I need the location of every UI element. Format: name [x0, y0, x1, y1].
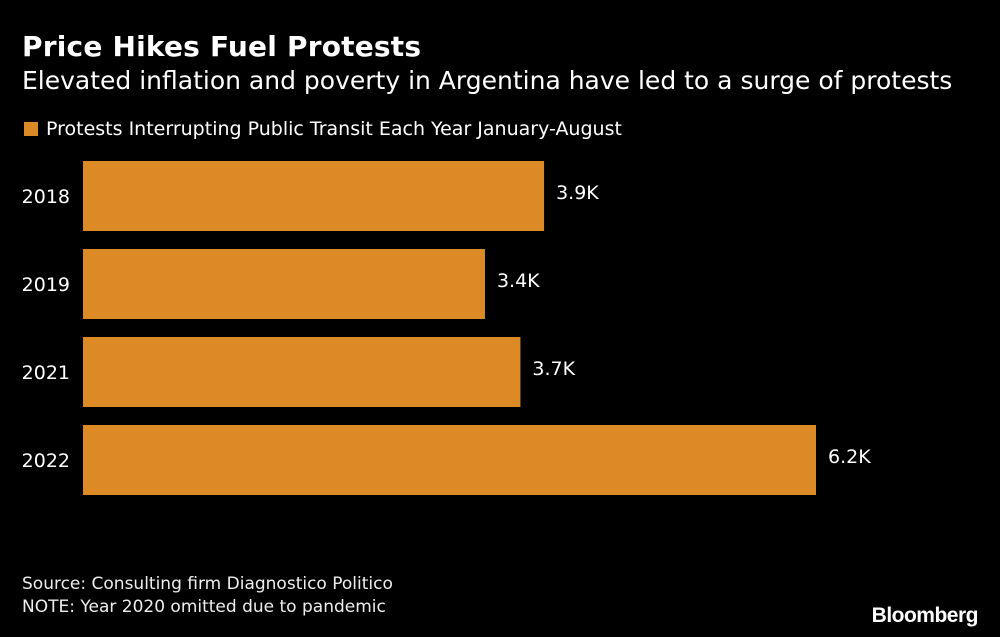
category-label: 2022: [22, 450, 70, 472]
category-label: 2021: [22, 362, 70, 384]
bar-2018: [83, 161, 545, 231]
bloomberg-logo: Bloomberg: [871, 604, 979, 627]
chart-title: Price Hikes Fuel Protests: [22, 30, 422, 63]
data-label: 3.4K: [497, 270, 540, 292]
bar-2021: [83, 337, 521, 407]
data-label: 3.7K: [532, 358, 575, 380]
legend-swatch: [24, 122, 38, 136]
bar-2022: [83, 425, 816, 495]
data-label: 6.2K: [828, 446, 871, 468]
category-label: 2019: [22, 274, 70, 296]
legend: Protests Interrupting Public Transit Eac…: [24, 118, 622, 140]
source-note: Source: Consulting firm Diagnostico Poli…: [22, 574, 393, 594]
footnote: NOTE: Year 2020 omitted due to pandemic: [22, 597, 386, 617]
data-label: 3.9K: [556, 182, 599, 204]
category-label: 2018: [22, 186, 70, 208]
chart-subtitle: Elevated inflation and poverty in Argent…: [22, 66, 953, 95]
bar-2019: [83, 249, 485, 319]
legend-label: Protests Interrupting Public Transit Eac…: [46, 118, 622, 140]
